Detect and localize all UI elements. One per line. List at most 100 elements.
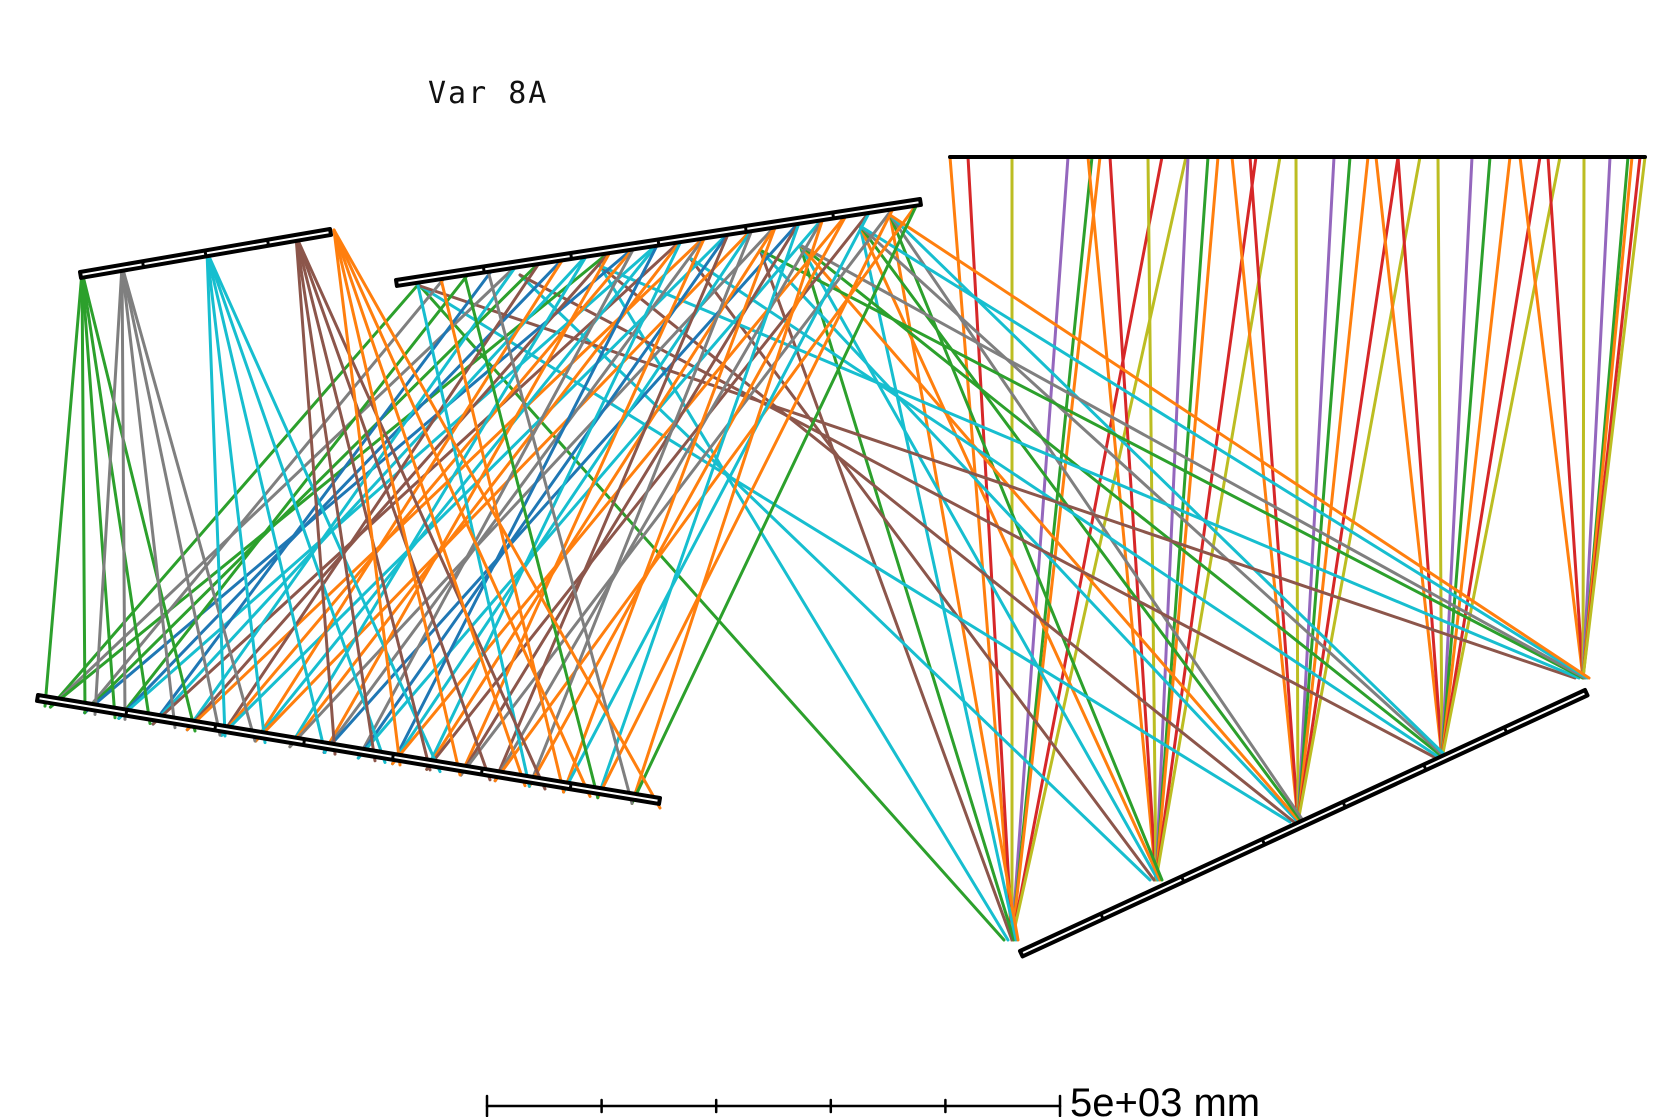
ray-segment <box>1230 155 1300 824</box>
lower-left-mirror-segment-joint <box>568 781 573 791</box>
ray-segment <box>1154 155 1190 882</box>
ray-segment <box>439 275 566 794</box>
ray-segment <box>332 228 462 777</box>
ray-segment <box>185 263 519 732</box>
ray-segment <box>1010 155 1164 942</box>
ray-segment <box>418 284 1577 680</box>
ray-segment <box>120 264 127 721</box>
ray-segment <box>858 224 1304 824</box>
ray-segment <box>1086 155 1158 882</box>
lower-right-mirror-segment-joint <box>1260 837 1267 847</box>
ray-segment <box>562 209 872 794</box>
lower-left-mirror-segment-joint <box>479 767 484 776</box>
lower-right-mirror <box>1018 688 1590 959</box>
ray-segment <box>80 270 87 715</box>
scale-bar-label: 5e+03 mm <box>1070 1081 1260 1117</box>
ray-segment <box>120 264 257 743</box>
ray-segment <box>758 248 1300 824</box>
upper-middle-mirror-segment-joint <box>481 265 486 274</box>
ray-segment <box>332 228 527 788</box>
upper-left-mirror-segment-joint <box>203 249 208 258</box>
ray-segment <box>1296 155 1336 824</box>
ray-segment <box>205 250 442 774</box>
ray-segment <box>888 213 1020 942</box>
ray-segment <box>1296 155 1422 824</box>
ray-segment <box>1294 155 1300 824</box>
lower-left-mirror-body <box>35 693 662 806</box>
diagram-title: Var 8A <box>428 76 548 111</box>
ray-segment <box>83 245 636 715</box>
ray-segment <box>43 270 84 708</box>
ray-segment <box>798 243 1446 760</box>
lower-left-mirror-segment-joint <box>390 752 395 762</box>
ray-segment <box>1154 155 1258 882</box>
ray-segment <box>758 248 1585 680</box>
ray-segment <box>798 243 1016 942</box>
ray-segment <box>630 201 919 805</box>
ray-segment <box>80 270 117 720</box>
ray-segment <box>332 228 402 767</box>
upper-middle-mirror <box>394 197 923 288</box>
ray-segment <box>1108 155 1158 882</box>
ray-segment <box>598 264 1581 680</box>
ray-segment <box>425 238 684 771</box>
ray-segment <box>758 248 1014 942</box>
ray-segment <box>1296 155 1370 824</box>
ray-segment <box>888 213 1306 824</box>
ray-segment <box>1248 155 1300 824</box>
lower-right-mirror-segment-joint <box>1502 725 1509 735</box>
ray-bundle <box>43 155 1647 942</box>
upper-middle-mirror-segment-joint <box>831 211 836 220</box>
ray-segment <box>1146 155 1158 882</box>
ray-segment <box>966 155 1014 942</box>
lower-right-mirror-segment-joint <box>1341 800 1347 809</box>
ray-segment <box>254 256 566 743</box>
ray-segment <box>415 279 531 788</box>
ray-segment <box>1581 155 1586 680</box>
lower-left-mirror-segment-joint <box>213 722 218 732</box>
ray-segment <box>596 205 896 800</box>
ray-segment <box>798 243 1587 680</box>
lower-left-mirror-segment-joint <box>302 737 307 747</box>
ray-segment <box>462 271 600 800</box>
ray-segment <box>332 228 662 810</box>
ray-segment <box>1546 155 1585 680</box>
ray-segment <box>1440 155 1562 760</box>
upper-left-mirror <box>78 227 334 280</box>
ray-segment <box>1518 155 1585 680</box>
optical-elements <box>35 155 1647 959</box>
lower-right-mirror-segment-joint <box>1099 912 1105 921</box>
ray-segment <box>858 224 1448 760</box>
ray-segment <box>888 213 1450 760</box>
ray-segment <box>630 216 825 805</box>
ray-segment <box>858 224 1589 680</box>
ray-segment <box>1154 155 1220 882</box>
ray-segment <box>1440 155 1512 760</box>
ray-segment <box>688 256 1156 882</box>
ray-segment <box>219 260 542 737</box>
ray-segment <box>391 227 754 766</box>
ray-segment <box>205 250 387 764</box>
ray-segment <box>888 213 1591 680</box>
upper-left-mirror-segment-joint <box>266 238 271 248</box>
ray-segment <box>151 267 495 726</box>
ray-segment <box>120 264 177 730</box>
ray-segment <box>493 231 731 783</box>
ray-segment <box>288 252 589 749</box>
ray-segment <box>1440 155 1474 760</box>
ray-segment <box>527 212 849 788</box>
ray-segment <box>1374 155 1444 760</box>
ray-segment <box>294 234 337 756</box>
ray-segment <box>1436 155 1444 760</box>
ray-segment <box>527 227 754 788</box>
ray-segment <box>459 234 707 777</box>
ray-segment <box>80 270 197 733</box>
ray-segment <box>294 234 492 782</box>
ray-segment <box>1440 155 1542 760</box>
ray-segment <box>332 228 592 798</box>
lower-right-mirror-segment-joint <box>1179 874 1186 884</box>
ray-segment <box>117 271 471 720</box>
lower-right-mirror-body <box>1018 688 1590 959</box>
ray-segment <box>1154 155 1282 882</box>
